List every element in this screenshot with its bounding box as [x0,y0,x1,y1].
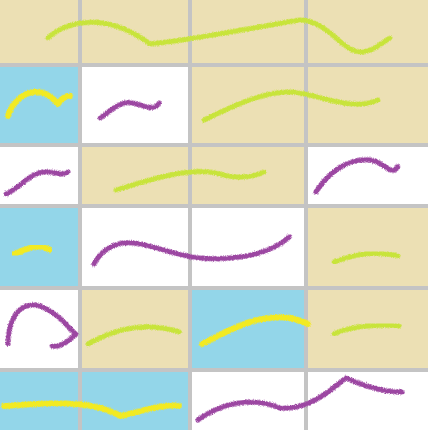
tile-r2-c3[interactable] [192,67,304,143]
tile-r5-c4[interactable] [308,290,428,368]
tile-r2-c4[interactable] [308,67,428,143]
tile-r5-c3[interactable] [192,290,304,368]
tile-r4-c3[interactable] [192,208,304,286]
tile-r6-c4[interactable] [308,372,428,430]
tile-r4-c1[interactable] [0,208,78,286]
tile-r6-c2[interactable] [82,372,188,430]
tile-r1-c3[interactable] [192,0,304,63]
tile-r5-c1[interactable] [0,290,78,368]
tile-r3-c2[interactable] [82,147,188,204]
tile-r3-c4[interactable] [308,147,428,204]
tile-r3-c3[interactable] [192,147,304,204]
tile-r1-c4[interactable] [308,0,428,63]
tile-r6-c3[interactable] [192,372,304,430]
tile-r3-c1[interactable] [0,147,78,204]
tile-r2-c1[interactable] [0,67,78,143]
tile-r4-c2[interactable] [82,208,188,286]
tile-r6-c1[interactable] [0,372,78,430]
tile-r2-c2[interactable] [82,67,188,143]
tile-r1-c2[interactable] [82,0,188,63]
tile-r1-c1[interactable] [0,0,78,63]
tile-r5-c2[interactable] [82,290,188,368]
tile-r4-c4[interactable] [308,208,428,286]
